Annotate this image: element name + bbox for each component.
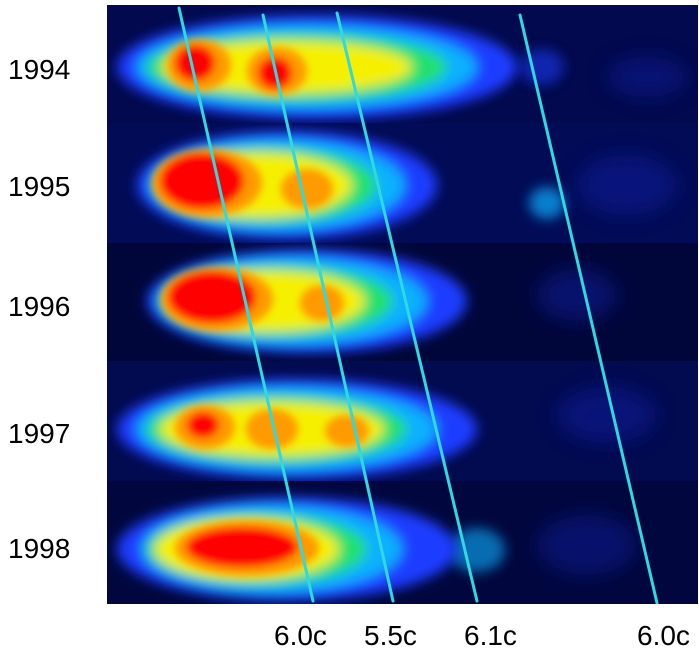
year-label-1997: 1997 <box>8 418 71 449</box>
speed-label-5-5c: 5.5c <box>364 620 417 651</box>
panel-1997 <box>107 361 698 481</box>
component-lines <box>177 6 659 605</box>
speed-label-6-0c-second: 6.0c <box>637 620 690 651</box>
year-label-1995: 1995 <box>8 171 71 202</box>
component-line-6-1c <box>335 11 479 603</box>
jet-image-panels <box>107 5 698 605</box>
panel-1994 <box>107 5 698 123</box>
year-label-1994: 1994 <box>8 54 71 85</box>
speed-label-6-0c-first: 6.0c <box>274 620 327 651</box>
panel-1998 <box>107 481 698 604</box>
speed-label-6-1c: 6.1c <box>464 620 517 651</box>
year-label-1998: 1998 <box>8 533 71 564</box>
panel-1996 <box>107 243 698 361</box>
component-line-6-0c-second <box>518 13 659 605</box>
component-line-6-0c-first <box>177 6 315 603</box>
jet-image-svg <box>107 5 698 605</box>
year-label-1996: 1996 <box>8 291 71 322</box>
panel-1995 <box>107 123 698 243</box>
component-line-5-5c <box>261 13 395 603</box>
